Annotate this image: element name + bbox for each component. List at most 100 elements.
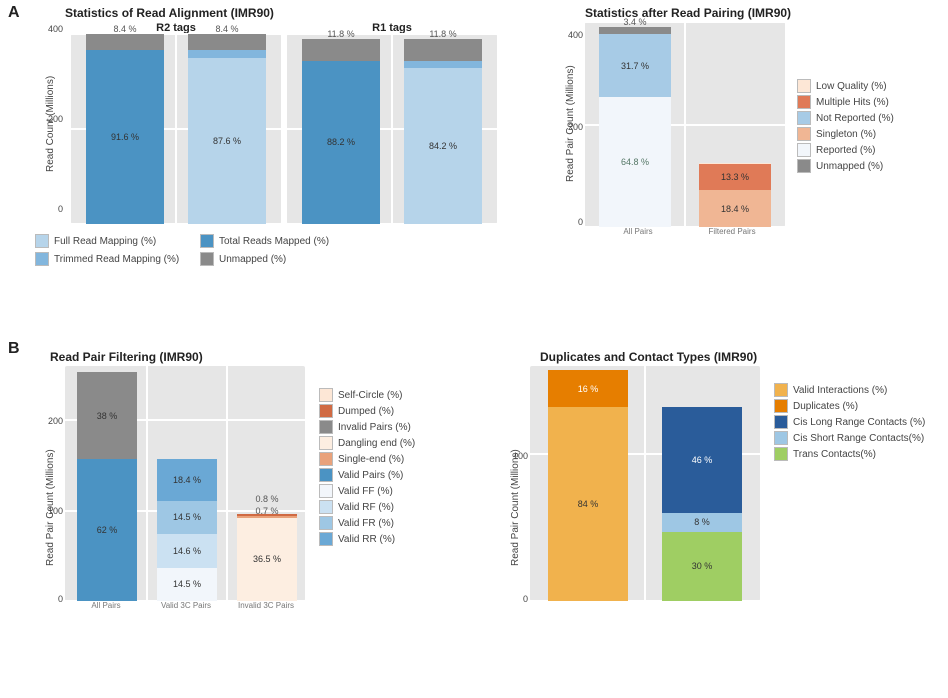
legend-swatch — [797, 95, 811, 109]
legend-label: Full Read Mapping (%) — [54, 236, 156, 247]
ytick: 0 — [35, 594, 63, 604]
section-a-label: A — [8, 4, 20, 22]
legend-swatch — [797, 143, 811, 157]
ytick: 0 — [555, 217, 583, 227]
legend-label: Dumped (%) — [338, 406, 394, 417]
bar-segment: 62 % — [77, 459, 137, 601]
ytick: 200 — [35, 114, 63, 124]
panel-a1-left-chart: 91.6 %8.4 %87.6 %4 %8.4 % — [71, 34, 281, 224]
legend-swatch — [797, 159, 811, 173]
legend-label: Unmapped (%) — [219, 254, 286, 265]
legend-swatch — [797, 111, 811, 125]
bar-segment: 31.7 % — [599, 34, 671, 98]
bar-segment: 14.5 % — [157, 568, 217, 601]
bar-segment: 14.6 % — [157, 534, 217, 567]
bar-segment: 30 % — [662, 532, 742, 601]
legend-item: Total Reads Mapped (%) — [200, 234, 365, 248]
xcat: Invalid 3C Pairs — [233, 601, 299, 610]
ytick: 400 — [35, 24, 63, 34]
legend-item: Singleton (%) — [797, 127, 894, 141]
panel-b1: Read Pair Filtering (IMR90) Read Pair Co… — [35, 350, 465, 615]
bar-segment: 18.4 % — [157, 459, 217, 501]
legend-label: Invalid Pairs (%) — [338, 422, 411, 433]
legend-label: Unmapped (%) — [816, 161, 883, 172]
panel-b1-chart: 62 %38 %14.5 %14.6 %14.5 %18.4 %36.5 %0.… — [65, 366, 305, 601]
panel-a2: Statistics after Read Pairing (IMR90) Re… — [555, 6, 935, 241]
ytick: 200 — [555, 122, 583, 132]
ytick: 0 — [500, 594, 528, 604]
legend-swatch — [319, 516, 333, 530]
legend-item: Low Quality (%) — [797, 79, 894, 93]
bar-segment: 84 % — [548, 407, 628, 601]
bar-segment: 8.4 % — [188, 34, 266, 50]
panel-a2-title: Statistics after Read Pairing (IMR90) — [555, 6, 935, 20]
xcat: All Pairs — [603, 227, 673, 236]
legend-swatch — [319, 388, 333, 402]
legend-label: Valid FF (%) — [338, 486, 393, 497]
bar-segment: 14.5 % — [157, 501, 217, 534]
legend-swatch — [319, 436, 333, 450]
legend-label: Low Quality (%) — [816, 81, 887, 92]
panel-a2-legend: Low Quality (%) Multiple Hits (%) Not Repo… — [797, 77, 894, 227]
legend-label: Valid Pairs (%) — [338, 470, 403, 481]
legend-item: Cis Long Range Contacts (%) — [774, 415, 925, 429]
legend-item: Valid RF (%) — [319, 500, 415, 514]
legend-label: Valid Interactions (%) — [793, 385, 887, 396]
legend-swatch — [774, 383, 788, 397]
legend-swatch — [774, 431, 788, 445]
bar-segment: 88.2 % — [302, 61, 380, 224]
legend-swatch — [774, 399, 788, 413]
bar-segment: 11.8 % — [404, 39, 482, 61]
panel-b2: Duplicates and Contact Types (IMR90) Rea… — [500, 350, 940, 601]
legend-item: Not Reported (%) — [797, 111, 894, 125]
legend-label: Valid RF (%) — [338, 502, 394, 513]
bar-segment: 0.8 % — [237, 514, 297, 516]
xcat: Filtered Pairs — [697, 227, 767, 236]
legend-label: Trimmed Read Mapping (%) — [54, 254, 179, 265]
legend-label: Singleton (%) — [816, 129, 876, 140]
legend-label: Reported (%) — [816, 145, 875, 156]
bar-segment: 91.6 % — [86, 50, 164, 224]
legend-item: Valid RR (%) — [319, 532, 415, 546]
ytick: 400 — [555, 30, 583, 40]
ytick: 100 — [35, 506, 63, 516]
panel-a1: Statistics of Read Alignment (IMR90) Rea… — [35, 6, 505, 268]
legend-label: Self-Circle (%) — [338, 390, 402, 401]
legend-item: Valid FR (%) — [319, 516, 415, 530]
legend-label: Trans Contacts(%) — [793, 449, 876, 460]
legend-swatch — [35, 252, 49, 266]
bar-segment: 36.5 % — [237, 518, 297, 601]
legend-swatch — [35, 234, 49, 248]
bar-segment — [699, 163, 771, 164]
legend-item: Unmapped (%) — [797, 159, 894, 173]
bar-segment: 64.8 % — [599, 97, 671, 227]
legend-swatch — [319, 452, 333, 466]
bar-segment: 46 % — [662, 407, 742, 513]
legend-item: Self-Circle (%) — [319, 388, 415, 402]
bar-segment: 18.4 % — [699, 190, 771, 227]
legend-swatch — [319, 404, 333, 418]
legend-item: Valid Interactions (%) — [774, 383, 925, 397]
bar-segment: 4 % — [404, 61, 482, 69]
ytick: 0 — [35, 204, 63, 214]
bar-segment: 87.6 % — [188, 58, 266, 224]
legend-swatch — [319, 532, 333, 546]
bar-segment: 0.7 % — [237, 516, 297, 518]
legend-item: Unmapped (%) — [200, 252, 365, 266]
legend-swatch — [774, 415, 788, 429]
bar-segment: 16 % — [548, 370, 628, 407]
bar-segment: 8 % — [662, 513, 742, 532]
panel-b1-title: Read Pair Filtering (IMR90) — [35, 350, 465, 364]
legend-item: Cis Short Range Contacts(%) — [774, 431, 925, 445]
panel-b1-legend: Self-Circle (%) Dumped (%) Invalid Pairs (… — [319, 386, 415, 601]
legend-label: Total Reads Mapped (%) — [219, 236, 329, 247]
legend-swatch — [319, 420, 333, 434]
panel-a1-legend: Full Read Mapping (%) Total Reads Mapped … — [35, 232, 365, 268]
legend-item: Valid Pairs (%) — [319, 468, 415, 482]
legend-item: Dumped (%) — [319, 404, 415, 418]
panel-b2-ylabel: Read Pair Count (Millions) — [510, 449, 521, 566]
legend-label: Not Reported (%) — [816, 113, 894, 124]
legend-label: Multiple Hits (%) — [816, 97, 889, 108]
legend-swatch — [797, 79, 811, 93]
legend-item: Valid FF (%) — [319, 484, 415, 498]
